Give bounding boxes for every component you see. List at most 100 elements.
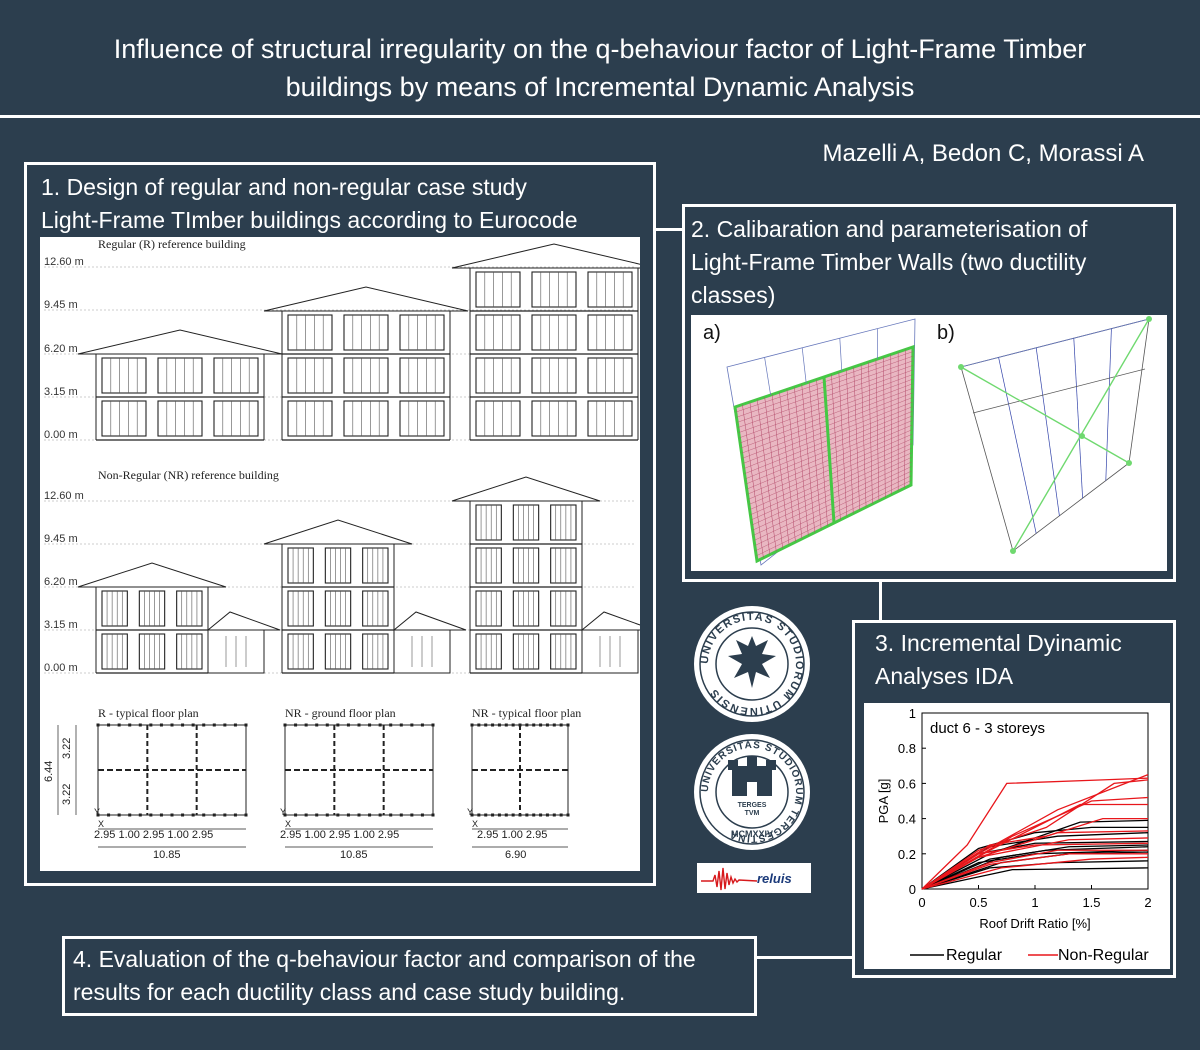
nonregular-building-label: Non-Regular (NR) reference building xyxy=(98,468,279,482)
plan2-stud xyxy=(315,813,319,817)
plan2-stud xyxy=(294,813,298,817)
plan3-stud xyxy=(484,723,488,727)
regular-building-label: Regular (R) reference building xyxy=(98,237,246,251)
box-design: 1. Design of regular and non-regular cas… xyxy=(24,162,657,886)
nonregular-building-3-storey-wall-panel xyxy=(362,547,389,584)
ida-curve-non-regular xyxy=(921,796,1149,890)
plan2-stud xyxy=(294,723,298,727)
regular-building-4-storey-wall-panel xyxy=(475,271,521,308)
plan2-stud xyxy=(304,723,308,727)
nonregular-building-4-storey-wall-panel xyxy=(550,547,577,584)
poster-title: Influence of structural irregularity on … xyxy=(0,30,1200,106)
regular-building-3-storey-wall-panel xyxy=(399,314,445,351)
plan2-stud xyxy=(410,723,414,727)
authors: Mazelli A, Bedon C, Morassi A xyxy=(822,140,1144,167)
plan2-stud xyxy=(410,813,414,817)
box-calibration-title-line-2: Light-Frame Timber Walls (two ductility xyxy=(691,249,1087,275)
plan2-axis-y: Y xyxy=(280,807,286,817)
axis-ticks: 0 0.5 1 1.5 2 0 0.2 0.4 0.6 0.8 1 xyxy=(898,706,1152,910)
wall-model-simplified xyxy=(958,316,1152,554)
box-design-title-line-1: 1. Design of regular and non-regular cas… xyxy=(41,174,527,200)
wall-b-stud xyxy=(1105,328,1112,481)
plan3-label: NR - typical floor plan xyxy=(472,706,581,720)
regular-building-3-storey-wall-panel xyxy=(287,314,333,351)
regular-level-label: 9.45 m xyxy=(44,299,78,311)
plan1-stud xyxy=(96,813,100,817)
regular-building-2-storey-wall-panel xyxy=(157,357,203,394)
plan3-axis-x: X xyxy=(472,819,478,829)
plan3-stud xyxy=(491,813,495,817)
nonregular-level-label: 9.45 m xyxy=(44,533,78,545)
plan2-stud xyxy=(399,723,403,727)
connector-3-4 xyxy=(755,956,853,959)
plan2-stud xyxy=(346,723,350,727)
plan2-stud xyxy=(357,813,361,817)
regular-building-2-storey-wall-panel xyxy=(157,400,203,437)
legend-label-regular: Regular xyxy=(946,947,1003,964)
plan1-stud xyxy=(149,813,153,817)
nonregular-building-4-storey-wall-panel xyxy=(550,504,577,541)
wall-model-detailed xyxy=(726,318,916,566)
building-drawings-panel: Regular (R) reference building Non-Regul… xyxy=(40,237,657,871)
plan1-stud xyxy=(170,723,174,727)
plan2-stud xyxy=(420,723,424,727)
chart-legend: Regular Non-Regular xyxy=(910,947,1149,964)
y-tick-label: 0.6 xyxy=(898,776,916,791)
box-design-title: 1. Design of regular and non-regular cas… xyxy=(41,171,578,237)
plan1-stud xyxy=(191,723,195,727)
nonregular-building-4-storey-wall-panel xyxy=(550,590,577,627)
nonregular-level-label: 0.00 m xyxy=(44,662,78,674)
nonregular-building-2-storey-wall-panel xyxy=(138,633,166,670)
plan1-stud xyxy=(212,813,216,817)
plan1-stud xyxy=(107,723,111,727)
regular-building-4-storey-roof xyxy=(451,243,657,269)
regular-level-label: 3.15 m xyxy=(44,386,78,398)
nonregular-building-4-storey-wall-panel xyxy=(512,590,540,627)
plan2-stud xyxy=(325,813,329,817)
nonregular-building-2-storey-wall-panel xyxy=(176,590,203,627)
plan1-stud xyxy=(170,813,174,817)
nonregular-level-label: 12.60 m xyxy=(44,490,84,502)
wall-b-node xyxy=(958,364,964,370)
x-tick-label: 1.5 xyxy=(1082,895,1100,910)
plan2-stud xyxy=(315,723,319,727)
wall-a-link xyxy=(764,357,771,396)
reluis-text: reluis xyxy=(757,871,792,886)
wall-b-node xyxy=(1010,548,1016,554)
x-tick-label: 0 xyxy=(918,895,925,910)
regular-building-4-storey-wall-panel xyxy=(531,271,577,308)
nonregular-building-4-storey-wall-panel xyxy=(475,504,502,541)
nonregular-building-2-storey-wall-panel xyxy=(138,590,166,627)
regular-building-4-storey-wall-panel xyxy=(587,271,633,308)
wall-models-panel: a) b) xyxy=(691,315,1167,571)
nonregular-building-4-storey-annex-roof xyxy=(580,611,655,631)
plan1-stud xyxy=(223,813,227,817)
connector-1-2 xyxy=(654,228,684,231)
nonregular-building-4-storey-wall-panel xyxy=(475,633,502,670)
nonregular-building-2-storey-annex-roof xyxy=(206,611,281,631)
plan3-stud xyxy=(497,723,501,727)
nonregular-level-label: 6.20 m xyxy=(44,576,78,588)
x-tick-label: 2 xyxy=(1144,895,1151,910)
plan2-stud xyxy=(431,813,435,817)
y-tick-label: 1 xyxy=(909,706,916,721)
plan2-stud xyxy=(389,813,393,817)
regular-building-2-storey-wall-panel xyxy=(101,357,147,394)
plan3-stud xyxy=(504,723,508,727)
plan3-stud xyxy=(518,813,522,817)
plan3-stud xyxy=(552,813,556,817)
header-divider xyxy=(0,115,1200,118)
regular-building-3-storey-wall-panel xyxy=(287,357,333,394)
nonregular-building-2-storey-wall-panel xyxy=(176,633,203,670)
nonregular-building-4-storey-wall-panel xyxy=(512,633,540,670)
plan1-stud xyxy=(96,723,100,727)
plan3-stud xyxy=(511,813,515,817)
plan2-stud xyxy=(389,723,393,727)
nonregular-building-4-storey-wall-panel xyxy=(475,547,502,584)
regular-building-4-storey-wall-panel xyxy=(587,400,633,437)
box-calibration-title-line-3: classes) xyxy=(691,282,776,308)
wall-a-joint xyxy=(822,376,836,524)
plan1-stud xyxy=(244,813,248,817)
plan2-axis-x: X xyxy=(285,819,291,829)
plan3-stud xyxy=(539,723,543,727)
